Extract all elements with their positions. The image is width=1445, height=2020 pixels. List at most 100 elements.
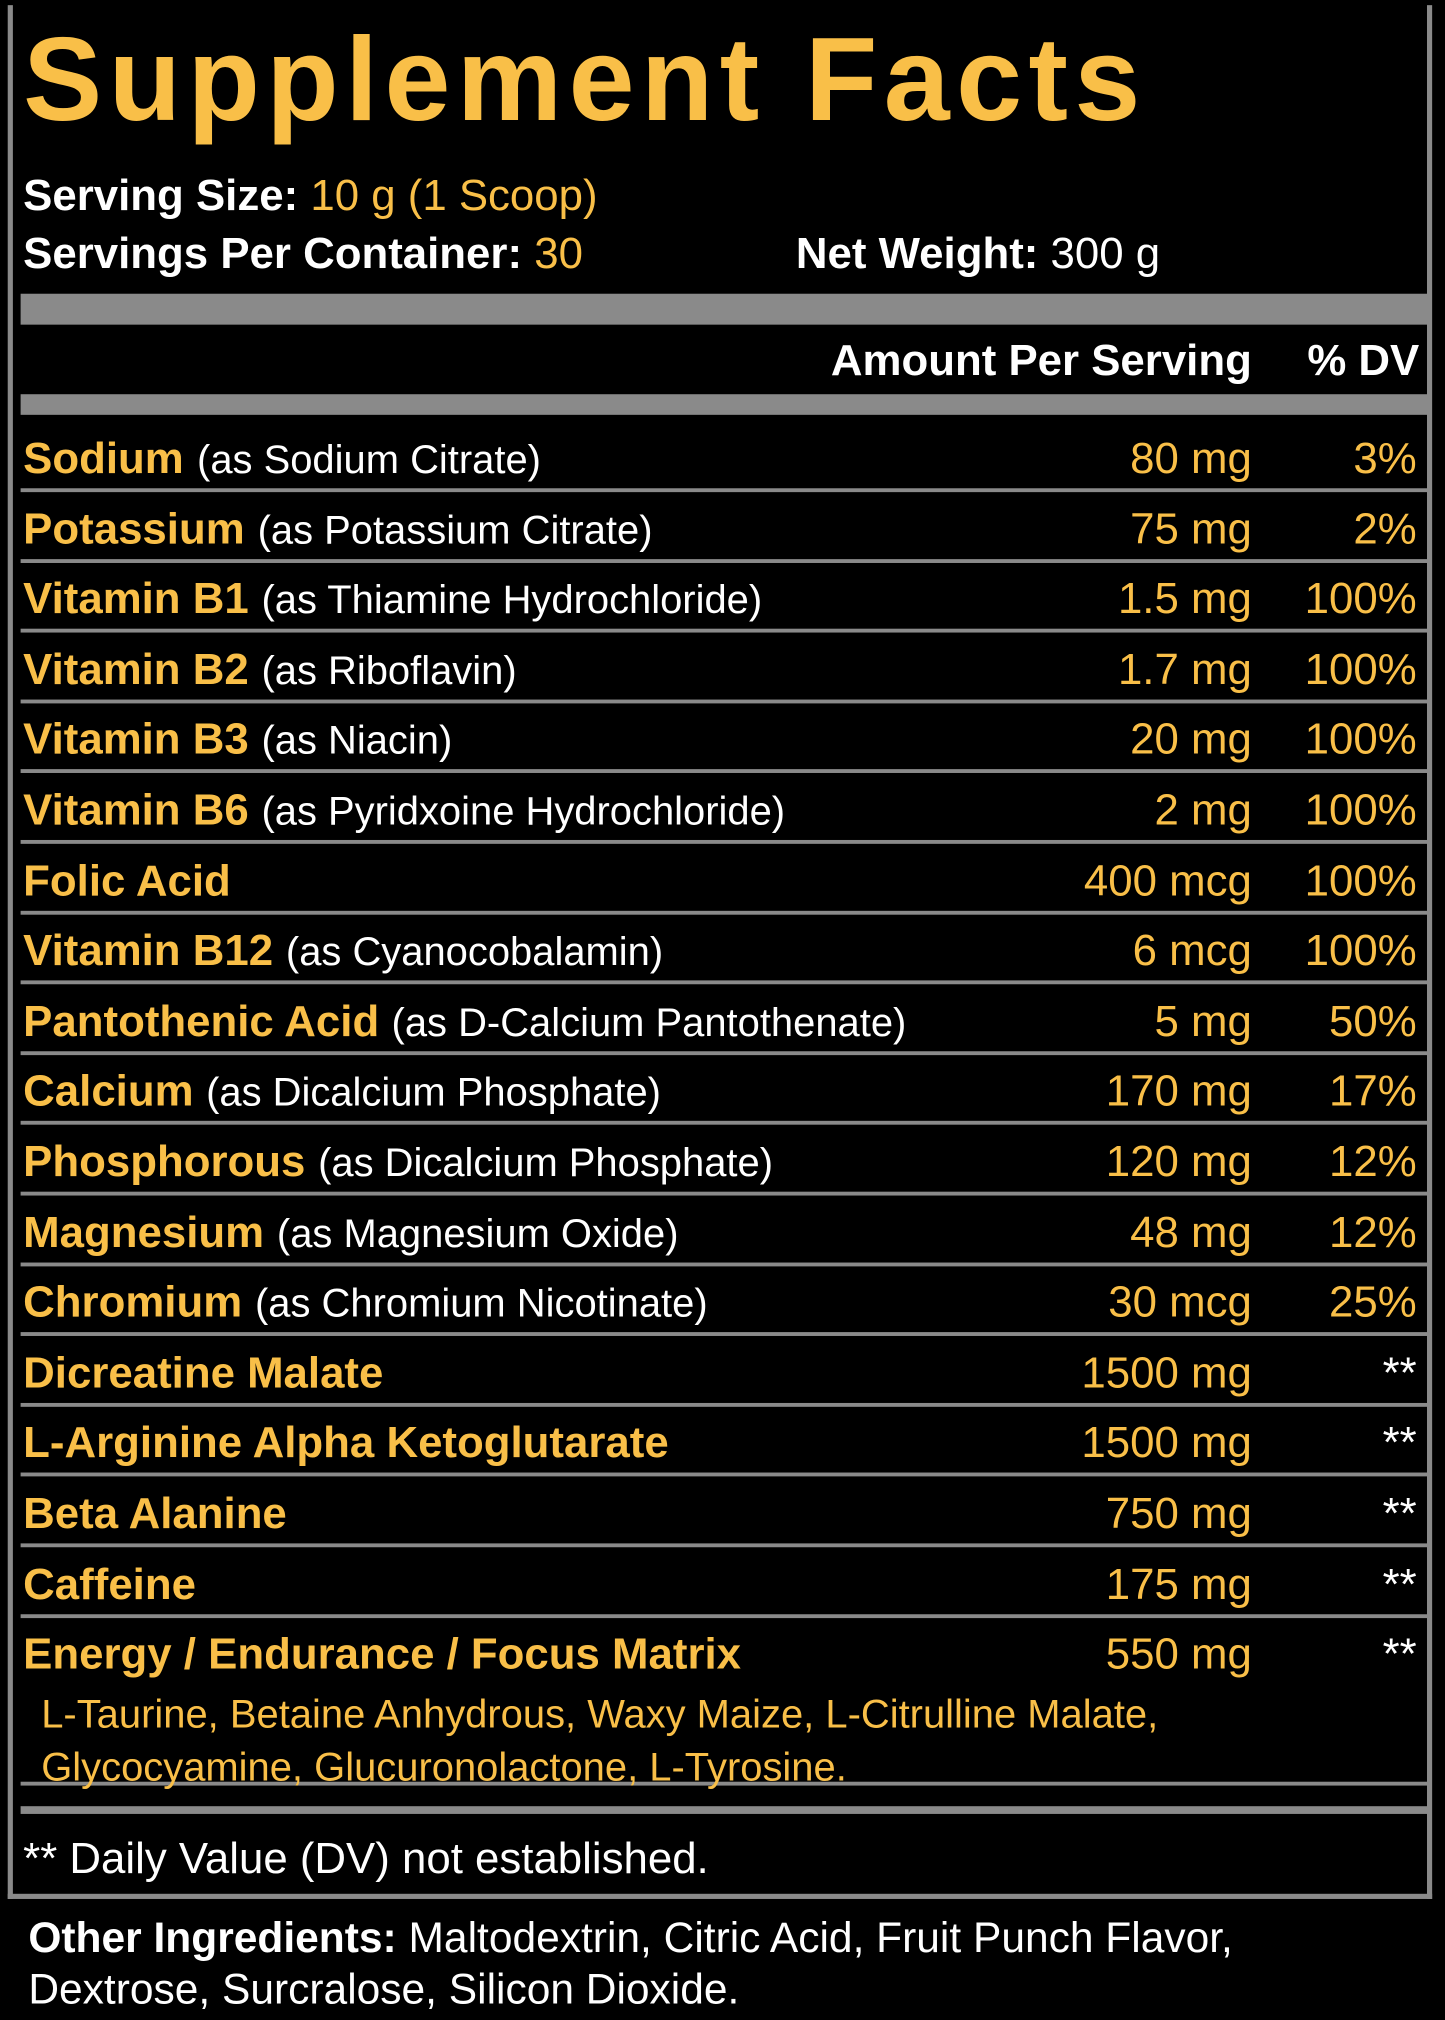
daily-value: 100% [1304,856,1417,906]
value: 30 [534,229,583,279]
ingredient-name: Vitamin B6 [23,785,249,835]
row: Vitamin B12 (as Cyanocobalamin) 6 mcg 100% [20,915,1430,985]
matrix-item: L-Citrulline Malate, [825,1691,1159,1737]
ingredient-detail: (as Potassium Citrate) [257,507,653,553]
row: Phosphorous (as Dicalcium Phosphate) 120 m… [20,1126,1430,1196]
row: Caffeine 175 mg ** [20,1548,1430,1618]
daily-value: 100% [1304,785,1417,835]
ingredient-name: Calcium [23,1067,194,1117]
ingredient-detail: (as Dicalcium Phosphate) [206,1069,661,1115]
label: Serving Size: [23,171,299,221]
net-weight: Net Weight: 300 g [796,228,1160,280]
ingredient-detail: (as Chromium Nicotinate) [255,1280,708,1326]
text: Maltodextrin, Citric Acid, Fruit Punch F… [28,1913,1233,2013]
ingredient-name: Chromium [23,1278,243,1328]
daily-value: ** [1382,1559,1417,1609]
amount: 400 mcg [1083,856,1252,906]
title: Supplement Facts [23,14,1147,146]
divider [20,293,1430,325]
matrix-item: Betaine Anhydrous, [229,1691,577,1737]
daily-value: ** [1382,1629,1417,1679]
daily-value: ** [1382,1418,1417,1468]
label: Servings Per Container: [23,229,523,279]
ingredient-name: Vitamin B1 [23,574,249,624]
ingredient-name: Energy / Endurance / Focus Matrix [23,1629,742,1679]
daily-value: 25% [1329,1278,1417,1328]
amount: 120 mg [1105,1137,1252,1187]
ingredient-name: Dicreatine Malate [23,1348,384,1398]
daily-value: 100% [1304,574,1417,624]
matrix-item: L-Tyrosine. [649,1744,847,1790]
ingredient-name: Magnesium [23,1207,265,1257]
divider [20,394,1430,415]
ingredient-detail: (as Thiamine Hydrochloride) [261,577,763,623]
ingredient-detail: (as Cyanocobalamin) [285,929,664,975]
ingredient-name: Vitamin B12 [23,926,274,976]
ingredient-name: Vitamin B3 [23,715,249,765]
amount: 175 mg [1105,1559,1252,1609]
ingredient-name: L-Arginine Alpha Ketoglutarate [23,1418,669,1468]
ingredient-detail: (as Riboflavin) [261,647,517,693]
row: Chromium (as Chromium Nicotinate) 30 mcg 25… [20,1267,1430,1337]
divider [20,1806,1430,1814]
row: Magnesium (as Magnesium Oxide) 48 mg 12% [20,1196,1430,1266]
matrix-item: Glycocyamine, [41,1744,304,1790]
column-header: Amount Per Serving [830,336,1252,386]
value: 10 g (1 Scoop) [310,171,598,221]
value: 300 g [1050,229,1161,279]
row: Potassium (as Potassium Citrate) 75 mg 2% [20,493,1430,563]
ingredient-name: Phosphorous [23,1137,306,1187]
ingredient-name: Potassium [23,504,245,554]
row: Vitamin B1 (as Thiamine Hydrochloride) 1.5… [20,563,1430,633]
row: Dicreatine Malate 1500 mg ** [20,1337,1430,1407]
row: Vitamin B2 (as Riboflavin) 1.7 mg 100% [20,634,1430,704]
ingredient-detail: (as Pyridxoine Hydrochloride) [261,788,786,834]
daily-value: ** [1382,1489,1417,1539]
ingredient-detail: (as Dicalcium Phosphate) [318,1140,774,1186]
daily-value: 17% [1329,1067,1417,1117]
row: Pantothenic Acid (as D-Calcium Pantothena… [20,985,1430,1055]
amount: 550 mg [1105,1629,1252,1679]
ingredient-name: Sodium [23,434,184,484]
footnote: ** Daily Value (DV) not established. [23,1834,709,1884]
servings: Servings Per Container: 30 [23,228,583,280]
daily-value: ** [1382,1348,1417,1398]
amount: 80 mg [1130,434,1252,484]
row: L-Arginine Alpha Ketoglutarate 1500 mg ** [20,1407,1430,1477]
ingredient-name: Folic Acid [23,856,231,906]
ingredient-detail: (as D-Calcium Pantothenate) [391,999,907,1045]
serving-size: Serving Size: 10 g (1 Scoop) [23,170,597,222]
row: Beta Alanine 750 mg ** [20,1478,1430,1548]
amount: 6 mcg [1132,926,1252,976]
daily-value: 100% [1304,645,1417,695]
amount: 5 mg [1154,996,1252,1046]
amount: 2 mg [1154,785,1252,835]
frame [7,5,1433,1899]
matrix-ingredients: L-Taurine, Betaine Anhydrous, Waxy Maize… [41,1688,1329,1794]
amount: 1500 mg [1081,1418,1252,1468]
row: Sodium (as Sodium Citrate) 80 mg 3% [20,423,1430,493]
row: Energy / Endurance / Focus Matrix 550 mg *… [20,1618,1430,1786]
amount: 75 mg [1130,504,1252,554]
amount: 1.7 mg [1117,645,1252,695]
ingredient-name: Beta Alanine [23,1489,287,1539]
column-header: % DV [1307,336,1420,386]
row: Vitamin B3 (as Niacin) 20 mg 100% [20,704,1430,774]
row: Vitamin B6 (as Pyridxoine Hydrochloride) 2… [20,774,1430,844]
amount: 20 mg [1130,715,1252,765]
other-ingredients: Other Ingredients: Maltodextrin, Citric … [28,1912,1393,2015]
ingredient-detail: (as Magnesium Oxide) [276,1210,679,1256]
matrix-item: L-Taurine, [41,1691,219,1737]
amount: 30 mcg [1108,1278,1252,1328]
label: Other Ingredients: [28,1913,397,1961]
daily-value: 50% [1329,996,1417,1046]
amount: 1500 mg [1081,1348,1252,1398]
daily-value: 3% [1353,434,1417,484]
amount: 170 mg [1105,1067,1252,1117]
label: Net Weight: [795,229,1039,279]
ingredient-detail: (as Niacin) [261,718,453,764]
ingredient-name: Vitamin B2 [23,645,249,695]
amount: 48 mg [1130,1207,1252,1257]
